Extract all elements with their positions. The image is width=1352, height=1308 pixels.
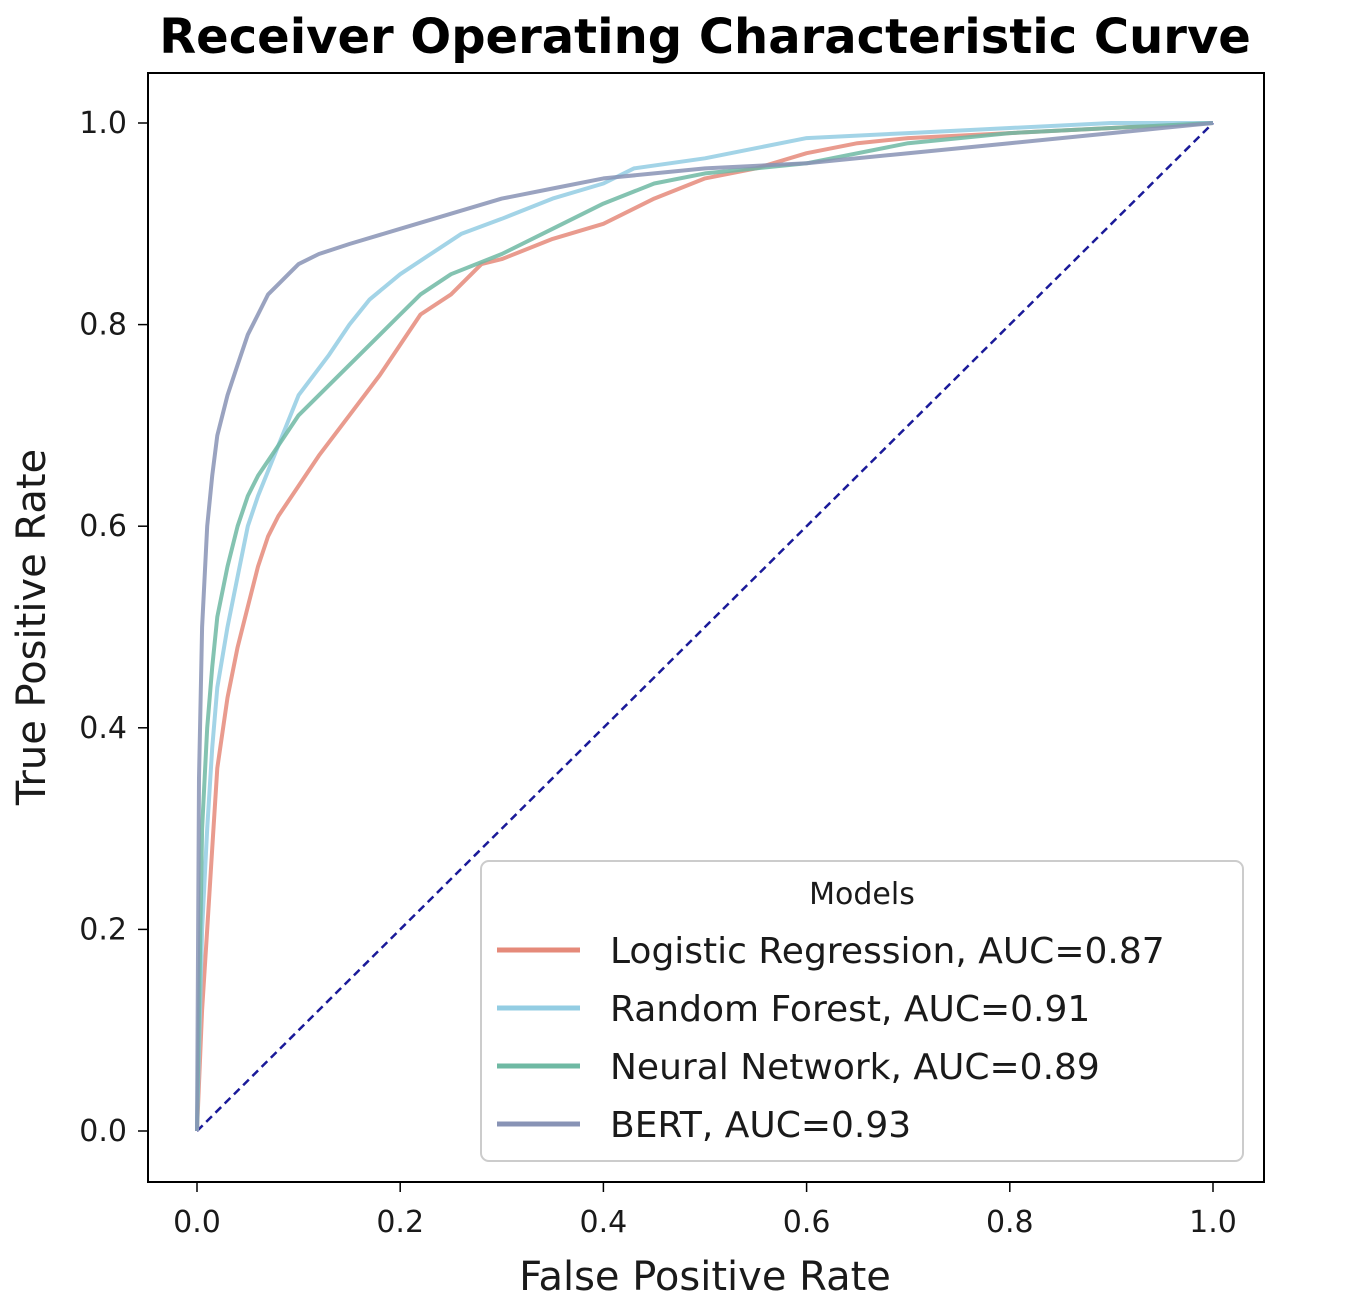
legend-label: Random Forest, AUC=0.91 bbox=[610, 989, 1090, 1030]
y-tick-label: 0.4 bbox=[79, 711, 127, 746]
plot-area bbox=[195, 121, 1214, 1132]
x-axis-label: False Positive Rate bbox=[519, 1254, 891, 1300]
x-tick-label: 0.0 bbox=[173, 1205, 221, 1240]
y-tick-label: 0.0 bbox=[79, 1114, 127, 1149]
y-axis-ticks: 0.0 0.2 0.4 0.6 0.8 1.0 bbox=[79, 106, 148, 1149]
chance-diagonal-line bbox=[196, 122, 1214, 1132]
chart-title: Receiver Operating Characteristic Curve bbox=[159, 9, 1251, 65]
legend-title: Models bbox=[809, 877, 915, 912]
y-tick-label: 1.0 bbox=[79, 106, 127, 141]
x-tick-label: 0.8 bbox=[986, 1205, 1034, 1240]
legend-entries: Logistic Regression, AUC=0.87 Random Fore… bbox=[497, 931, 1165, 1146]
series-line-0 bbox=[195, 121, 1214, 1132]
legend-label: BERT, AUC=0.93 bbox=[610, 1105, 911, 1146]
plot-frame bbox=[147, 72, 1265, 1183]
y-tick-label: 0.2 bbox=[79, 912, 127, 947]
series-line-3 bbox=[195, 121, 1214, 1132]
y-axis-label: True Positive Rate bbox=[9, 449, 55, 806]
legend-box bbox=[480, 860, 1244, 1162]
legend-label: Logistic Regression, AUC=0.87 bbox=[610, 931, 1165, 972]
x-axis-ticks: 0.0 0.2 0.4 0.6 0.8 1.0 bbox=[173, 1182, 1237, 1240]
series-line-1 bbox=[195, 121, 1213, 1132]
x-tick-label: 0.2 bbox=[376, 1205, 424, 1240]
x-tick-label: 0.4 bbox=[580, 1205, 628, 1240]
x-tick-label: 1.0 bbox=[1189, 1205, 1237, 1240]
y-tick-label: 0.8 bbox=[79, 308, 127, 343]
x-tick-label: 0.6 bbox=[783, 1205, 831, 1240]
y-tick-label: 0.6 bbox=[79, 509, 127, 544]
legend-label: Neural Network, AUC=0.89 bbox=[610, 1047, 1100, 1088]
legend: Models Logistic Regression, AUC=0.87 Rand… bbox=[480, 860, 1244, 1162]
